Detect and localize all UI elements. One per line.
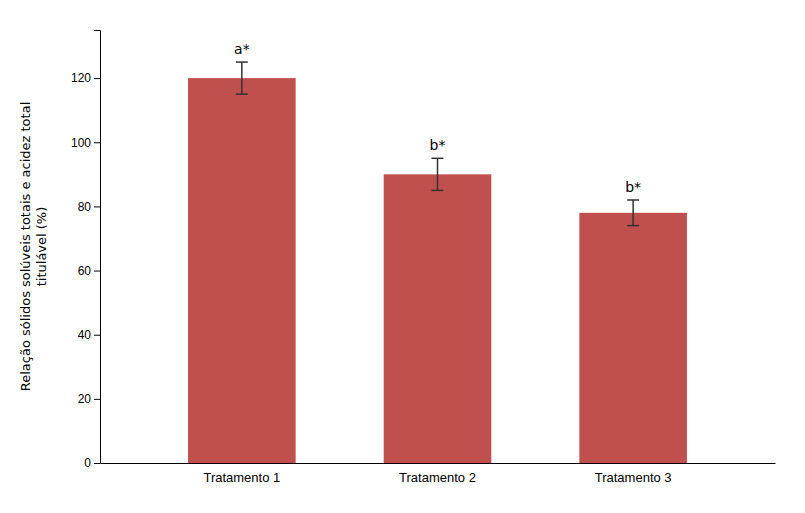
y-tick: 120: [71, 71, 100, 85]
y-tick: 40: [78, 328, 100, 342]
y-tick-mark: [94, 271, 100, 272]
x-tick-label: Tratamento 1: [203, 470, 280, 485]
plot: 020406080100120Tratamento 1Tratamento 2T…: [71, 31, 776, 486]
error-bar: [236, 62, 248, 94]
error-bar-stem: [241, 62, 243, 94]
y-tick-mark: [94, 463, 100, 464]
annotations: a* b* b*: [234, 41, 641, 195]
error-bar-stem: [437, 158, 439, 190]
y-tick-mark: [94, 78, 100, 79]
error-bar-cap: [432, 190, 444, 192]
y-tick-label: 80: [78, 200, 92, 214]
y-axis: 0 20 40 60 80 100 120: [71, 31, 101, 471]
error-bar: [432, 158, 444, 190]
y-tick-mark: [94, 335, 100, 336]
y-tick-label: 100: [71, 136, 91, 150]
y-tick-mark: [94, 399, 100, 400]
y-tick-label: 60: [78, 264, 92, 278]
x-tick: Tratamento 3: [595, 470, 672, 485]
x-axis-line: [101, 463, 776, 464]
y-tick: 60: [78, 264, 100, 278]
annotation: a*: [234, 41, 250, 57]
y-tick-label: 40: [78, 328, 92, 342]
error-bar-cap: [236, 93, 248, 95]
error-bar-cap: [627, 199, 639, 201]
marks: [188, 62, 687, 463]
y-tick: 80: [78, 200, 100, 214]
error-bar-stem: [632, 200, 634, 226]
y-tick-label: 20: [78, 392, 92, 406]
x-tick: Tratamento 1: [203, 470, 280, 485]
annotation: b*: [625, 179, 641, 195]
error-bar-cap: [627, 225, 639, 227]
y-tick-label: 120: [71, 71, 91, 85]
y-tick: 20: [78, 392, 100, 406]
error-bar-cap: [432, 158, 444, 160]
y-tick-mark: [94, 206, 100, 207]
y-tick-mark: [94, 142, 100, 143]
y-tick: 100: [71, 136, 100, 150]
bar: [188, 78, 296, 463]
y-tick: 0: [84, 456, 100, 470]
x-tick-label: Tratamento 3: [595, 470, 672, 485]
x-axis: Tratamento 1 Tratamento 2 Tratamento 3: [101, 464, 776, 486]
annotation: b*: [430, 137, 446, 153]
x-tick-label: Tratamento 2: [399, 470, 476, 485]
bar: [579, 213, 687, 463]
error-bar-cap: [236, 61, 248, 63]
y-axis-line: [94, 31, 101, 464]
x-tick: Tratamento 2: [399, 470, 476, 485]
y-axis-title-line: titulável (%): [34, 207, 49, 287]
bar: [384, 174, 492, 463]
error-bar: [627, 200, 639, 226]
y-axis-title-line: Relação sólidos solúveis totais e acidez…: [18, 102, 33, 392]
y-tick-label: 0: [84, 456, 91, 470]
chart: 020406080100120Tratamento 1Tratamento 2T…: [0, 0, 805, 513]
y-axis-title: Relação sólidos solúveis totais e acidez…: [18, 102, 49, 392]
